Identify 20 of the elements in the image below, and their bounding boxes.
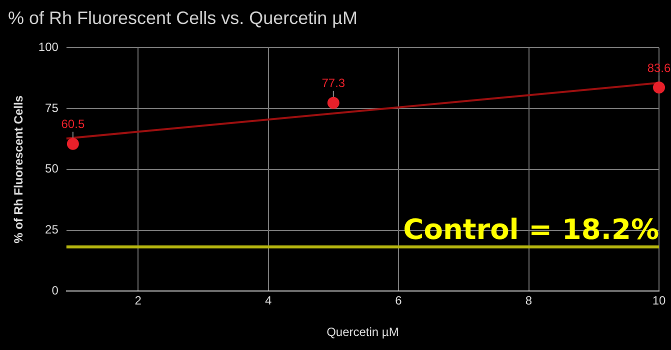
y-tick-label: 0 [52, 284, 59, 298]
ref-line-label: Control = 18.2% [403, 213, 659, 246]
point [327, 96, 340, 109]
y-tick-label: 100 [38, 40, 59, 54]
point [66, 138, 79, 150]
x-tick-label: 4 [264, 294, 272, 308]
x-axis-title: Quercetin µM [326, 325, 399, 340]
y-tick-label: 25 [45, 222, 59, 237]
x-tick-label: 6 [395, 294, 402, 308]
y-axis-title: % of Rh Fluorescent Cells [12, 95, 26, 244]
y-tick-label: 50 [45, 162, 59, 176]
y-tick-label: 75 [45, 100, 59, 115]
data-label: 77.3 [322, 76, 346, 90]
x-tick-label: 10 [652, 294, 666, 308]
x-tick-label: 8 [525, 294, 532, 308]
x-tick-label: 2 [134, 294, 142, 308]
point [653, 82, 665, 94]
data-label: 83.6 [647, 60, 671, 75]
chart-title: % of Rh Fluorescent Cells vs. Quercetin µM [8, 8, 358, 28]
data-label: 60.5 [61, 117, 85, 132]
